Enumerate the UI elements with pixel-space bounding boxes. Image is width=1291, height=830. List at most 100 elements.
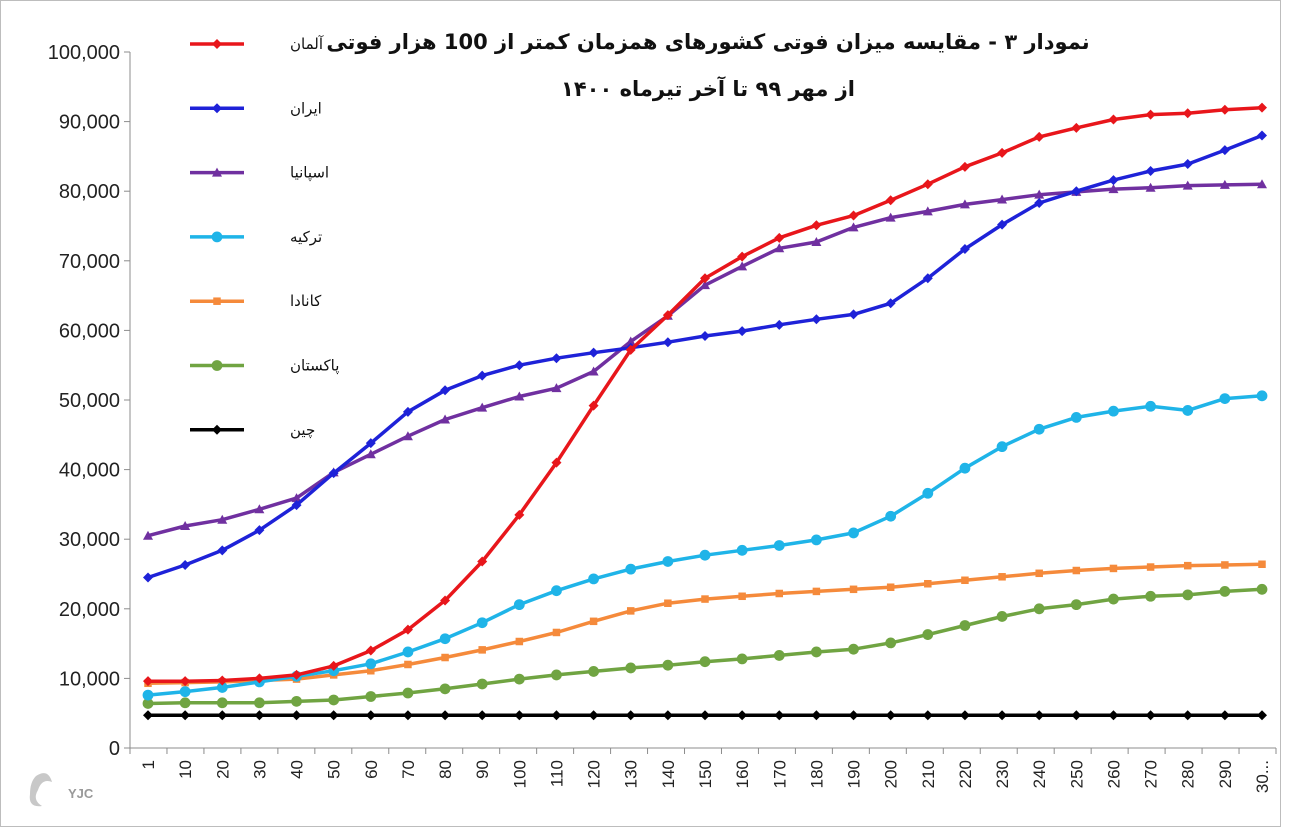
legend-entry: چین: [190, 421, 315, 439]
data-point: [143, 710, 153, 721]
data-point: [291, 493, 302, 503]
data-point: [1108, 710, 1119, 721]
data-point: [402, 406, 413, 417]
data-point: [885, 710, 896, 721]
data-point: [1182, 159, 1193, 170]
x-tick-label: 240: [1030, 760, 1049, 788]
x-tick-label: 230: [993, 760, 1012, 788]
x-tick-label: 40: [288, 760, 307, 779]
data-point: [588, 573, 599, 585]
data-point: [1108, 114, 1119, 125]
data-point: [143, 676, 153, 687]
data-point: [514, 391, 525, 401]
data-point: [1256, 390, 1268, 402]
legend-label: اسپانیا: [290, 164, 329, 183]
data-point: [402, 646, 414, 658]
data-point: [1257, 710, 1267, 721]
data-point: [1070, 599, 1082, 611]
data-point: [996, 611, 1008, 622]
data-point: [662, 659, 674, 671]
y-tick-label: 70,000: [59, 251, 120, 273]
data-point: [588, 400, 599, 411]
data-point: [959, 462, 971, 474]
data-point: [142, 698, 154, 709]
data-point: [1072, 566, 1081, 575]
data-point: [476, 617, 488, 629]
y-axis-ticks: 0 10,000 20,000 30,000 40,000 50,000 60,000 70,…: [48, 42, 130, 760]
data-point: [515, 637, 524, 646]
data-point: [143, 530, 153, 540]
legend-entry: ترکیه: [190, 228, 322, 246]
data-point: [551, 383, 562, 393]
data-point: [737, 326, 748, 337]
data-point: [179, 697, 191, 709]
data-point: [811, 314, 822, 325]
data-point: [625, 662, 637, 674]
data-point: [1108, 593, 1119, 605]
x-tick-label: 30: [250, 760, 269, 779]
data-point: [402, 431, 413, 441]
data-point: [662, 337, 673, 348]
x-tick-label: 70: [399, 760, 418, 779]
data-point: [291, 695, 302, 707]
data-point: [1071, 710, 1082, 721]
y-tick-label: 50,000: [59, 390, 120, 412]
data-point: [1035, 569, 1043, 578]
data-point: [588, 347, 599, 358]
legend-label: آلمان: [290, 35, 324, 53]
data-point: [811, 220, 822, 231]
data-point: [180, 559, 191, 570]
data-point: [514, 509, 525, 520]
data-point: [1145, 182, 1156, 192]
data-point: [1033, 603, 1045, 615]
x-tick-label: 180: [807, 760, 826, 788]
data-point: [774, 232, 785, 243]
data-point: [774, 710, 785, 721]
legend-marker: [211, 231, 223, 243]
data-point: [254, 710, 265, 721]
data-point: [1071, 186, 1082, 197]
data-point: [440, 595, 451, 606]
legend-marker: [213, 297, 221, 305]
data-point: [217, 545, 228, 556]
x-tick-label: 20: [213, 760, 232, 779]
data-point: [254, 697, 265, 709]
data-point: [1034, 710, 1045, 721]
data-point: [885, 298, 896, 309]
chart-subtitle: از مهر ۹۹ تا آخر تیرماه ۱۴۰۰: [561, 76, 855, 101]
x-tick-label: 10: [176, 760, 195, 779]
legend-label: چین: [290, 421, 315, 439]
data-point: [1182, 710, 1193, 721]
legend-entry: ایران: [190, 99, 322, 117]
data-point: [328, 468, 339, 479]
data-point: [922, 487, 934, 499]
data-point: [1145, 400, 1156, 412]
data-point: [1145, 590, 1156, 602]
data-point: [477, 556, 488, 567]
data-point: [849, 585, 858, 594]
data-point: [1219, 104, 1230, 115]
data-point: [217, 710, 228, 721]
legend-entry: پاکستان: [190, 357, 339, 376]
data-point: [774, 243, 785, 253]
series-ایران: [143, 130, 1267, 583]
data-point: [440, 710, 451, 721]
x-tick-label: 140: [659, 760, 678, 788]
legend-marker: [211, 360, 223, 371]
data-point: [664, 599, 672, 607]
data-point: [291, 710, 302, 721]
data-point: [588, 666, 599, 677]
data-point: [328, 694, 340, 706]
data-point: [885, 195, 896, 206]
data-point: [1070, 412, 1082, 423]
data-point: [291, 669, 302, 680]
data-point: [738, 592, 746, 601]
data-point: [625, 563, 637, 575]
data-point: [1183, 561, 1192, 570]
data-point: [439, 633, 451, 645]
data-point: [180, 676, 191, 687]
x-tick-label: 150: [696, 760, 715, 788]
y-tick-label: 80,000: [59, 181, 120, 203]
data-point: [142, 689, 154, 701]
